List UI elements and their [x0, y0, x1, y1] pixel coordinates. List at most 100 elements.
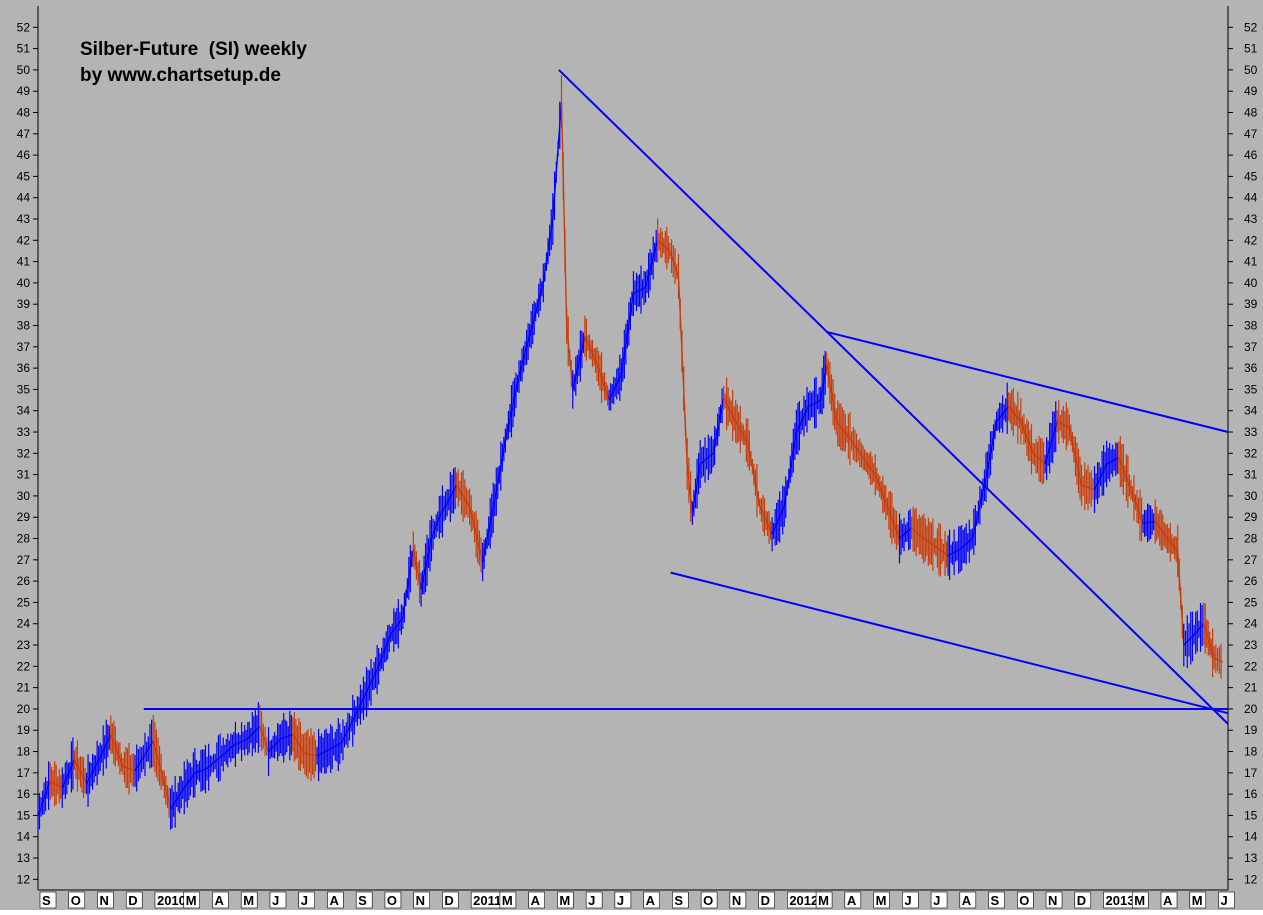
x-tick-label: O [1019, 893, 1029, 908]
series-up-segment [85, 740, 100, 807]
series-down-segment [747, 418, 761, 518]
y-tick-label: 21 [17, 681, 31, 695]
series-up-segment [1106, 440, 1120, 488]
y-tick-label: 36 [17, 361, 31, 375]
x-tick-label: N [99, 893, 108, 908]
series-up-segment [518, 323, 532, 393]
series-down-segment [826, 352, 837, 431]
y-tick-label: 47 [17, 127, 31, 141]
series-up-segment [572, 330, 586, 409]
x-tick-label: J [1221, 893, 1228, 908]
series-up-segment [194, 744, 208, 798]
x-tick-label: J [617, 893, 624, 908]
series-up-segment [430, 511, 440, 562]
y-tick-label: 26 [17, 574, 31, 588]
series-down-segment [669, 239, 680, 285]
y-tick-label: 40 [1244, 276, 1258, 290]
x-tick-label: A [1163, 893, 1173, 908]
y-tick-label: 35 [17, 382, 31, 396]
x-tick-box [557, 891, 574, 909]
x-tick-label: A [531, 893, 541, 908]
x-axis: S O N D 2010 M A M J J A S O N D 2011 M A M J J A S O N D 2012 M A M J… [39, 891, 1235, 909]
series-up-segment [959, 519, 973, 573]
y-tick-label: 13 [1244, 851, 1258, 865]
series-up-segment [170, 775, 184, 830]
x-tick-label: M [186, 893, 197, 908]
series-down-segment [596, 346, 610, 406]
y-tick-label: 51 [1244, 42, 1258, 56]
series-up-segment [608, 354, 622, 411]
x-tick-label: J [904, 893, 911, 908]
x-tick-label: N [732, 893, 741, 908]
series-up-segment [1191, 602, 1205, 662]
series-up-segment [134, 719, 154, 792]
series-down-segment [1130, 475, 1144, 542]
x-tick-box [125, 891, 143, 909]
series-up-segment [691, 453, 701, 525]
series-up-segment [280, 710, 294, 763]
series-down-segment [923, 513, 937, 572]
x-tick-label: A [214, 893, 224, 908]
x-tick-box [499, 891, 517, 909]
x-tick-label: 2010 [157, 893, 186, 908]
y-tick-label: 18 [1244, 745, 1258, 759]
y-tick-label: 40 [17, 276, 31, 290]
series-up-segment [819, 350, 828, 415]
series-down-segment [152, 714, 172, 818]
y-tick-label: 45 [17, 169, 31, 183]
series-up-segment [1093, 445, 1108, 514]
y-tick-label: 18 [17, 745, 31, 759]
y-tick-label: 17 [1244, 766, 1258, 780]
x-tick-box [528, 891, 545, 909]
x-tick-label: N [416, 893, 425, 908]
y-tick-label: 38 [1244, 319, 1258, 333]
series-up-segment [771, 485, 785, 552]
chart-title: Silber-Future (SI) weekly [80, 39, 307, 60]
y-tick-label: 28 [1244, 532, 1258, 546]
series-down-segment [722, 377, 737, 442]
x-tick-box [1189, 891, 1207, 909]
series-down-segment [1056, 400, 1070, 451]
x-tick-label: O [387, 893, 397, 908]
y-tick-label: 42 [1244, 233, 1258, 247]
x-tick-box [212, 891, 229, 909]
trendline-2 [558, 69, 1229, 725]
series-up-segment [316, 728, 330, 782]
y-tick-label: 27 [17, 553, 31, 567]
x-tick-box [327, 891, 344, 909]
series-up-segment [267, 722, 282, 776]
x-tick-label: N [1048, 893, 1057, 908]
y-tick-label: 15 [1244, 808, 1258, 822]
series-up-segment [552, 101, 563, 245]
x-tick-label: M [818, 893, 829, 908]
y-tick-label: 29 [1244, 510, 1258, 524]
series-up-segment [807, 376, 821, 429]
series-up-segment [632, 265, 646, 317]
x-tick-box [442, 891, 459, 909]
y-tick-label: 28 [17, 532, 31, 546]
series-up-segment [1044, 401, 1058, 481]
series-down-segment [847, 412, 864, 468]
series-down-segment [911, 506, 925, 560]
y-tick-label: 23 [17, 638, 31, 652]
x-tick-label: J [588, 893, 595, 908]
x-tick-label: 2012 [789, 893, 818, 908]
y-tick-label: 48 [17, 106, 31, 120]
series-down-segment [935, 522, 949, 577]
series-up-segment [221, 733, 235, 772]
y-tick-label: 12 [17, 872, 31, 886]
y-tick-label: 29 [17, 510, 31, 524]
series-up-segment [983, 419, 998, 503]
x-tick-box [240, 891, 258, 909]
series-down-segment [1008, 387, 1022, 444]
series-up-segment [247, 702, 261, 756]
y-tick-label: 26 [1244, 574, 1258, 588]
series-up-segment [481, 482, 496, 582]
y-tick-label: 23 [1244, 638, 1258, 652]
series-up-segment [712, 388, 725, 468]
series-up-segment [182, 752, 196, 815]
x-tick-box [729, 891, 747, 909]
y-tick-label: 45 [1244, 169, 1258, 183]
y-tick-label: 16 [1244, 787, 1258, 801]
